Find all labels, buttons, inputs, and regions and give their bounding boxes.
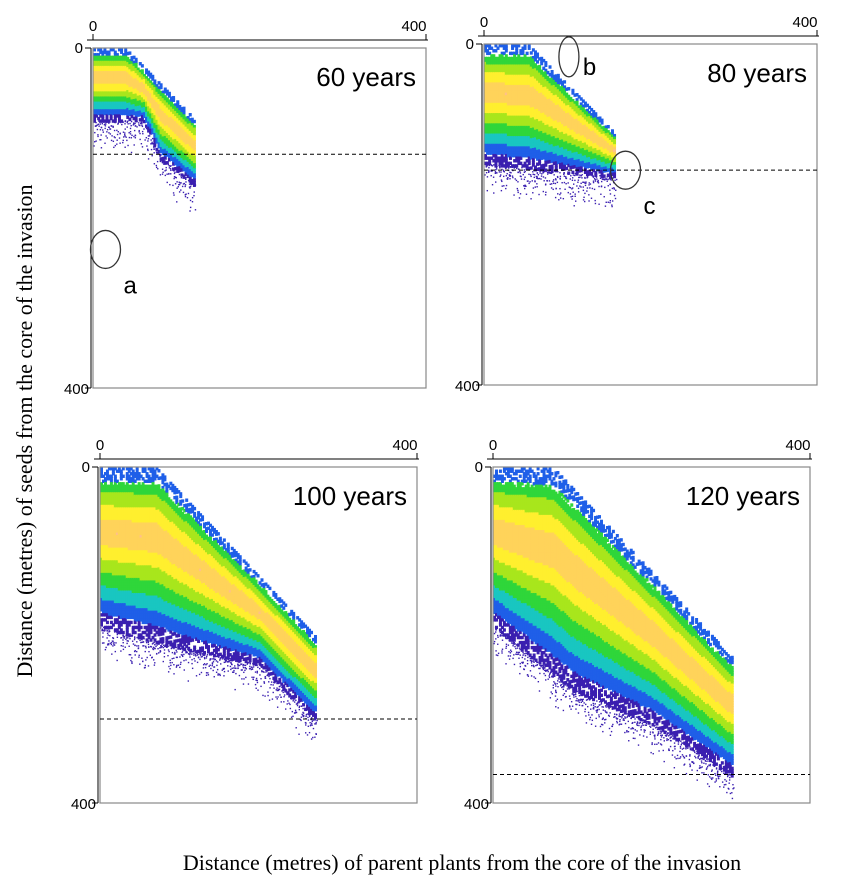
panel-2: 0 400 0 400 80 years b c [455,14,819,395]
x-tick-label: 400 [392,437,417,454]
y-tick-label: 400 [455,378,480,395]
y-tick-label: 0 [466,36,474,53]
x-tick-label: 0 [89,18,97,35]
annotation-label: b [583,54,596,81]
density-heatmap [93,48,197,212]
annotation-label: a [123,272,137,299]
x-tick-label: 400 [785,437,810,454]
panel-title: 120 years [686,481,800,511]
panel-title: 80 years [707,58,807,88]
panel-title: 60 years [316,62,416,92]
x-tick-label: 0 [489,437,497,454]
y-tick-label: 400 [464,796,489,813]
density-heatmap [493,467,735,800]
x-tick-label: 400 [401,18,426,35]
panel-4: 0 400 0 400 120 years [464,437,812,813]
plot-frame [92,47,427,389]
density-heatmap [100,467,318,740]
plot-frame [483,43,818,386]
panel-3: 0 400 0 400 100 years [71,437,419,813]
x-tick-label: 0 [96,437,104,454]
x-axis-label: Distance (metres) of parent plants from … [183,850,741,875]
plot-frame [492,466,811,804]
y-tick-label: 400 [64,381,89,398]
y-tick-label: 0 [75,40,83,57]
panel-1: 0 400 0 400 60 years a [64,18,428,398]
panel-title: 100 years [293,481,407,511]
density-heatmap [484,44,618,208]
annotation-label: c [644,193,656,220]
y-tick-label: 0 [475,459,483,476]
y-tick-label: 0 [82,459,90,476]
annotation-circle [558,36,580,78]
annotation-circle [89,229,122,270]
annotation-circle [609,150,642,190]
y-tick-label: 400 [71,796,96,813]
plot-frame [99,466,418,804]
y-axis-label: Distance (metres) of seeds from the core… [12,185,37,678]
x-tick-label: 400 [792,14,817,31]
x-tick-label: 0 [480,14,488,31]
